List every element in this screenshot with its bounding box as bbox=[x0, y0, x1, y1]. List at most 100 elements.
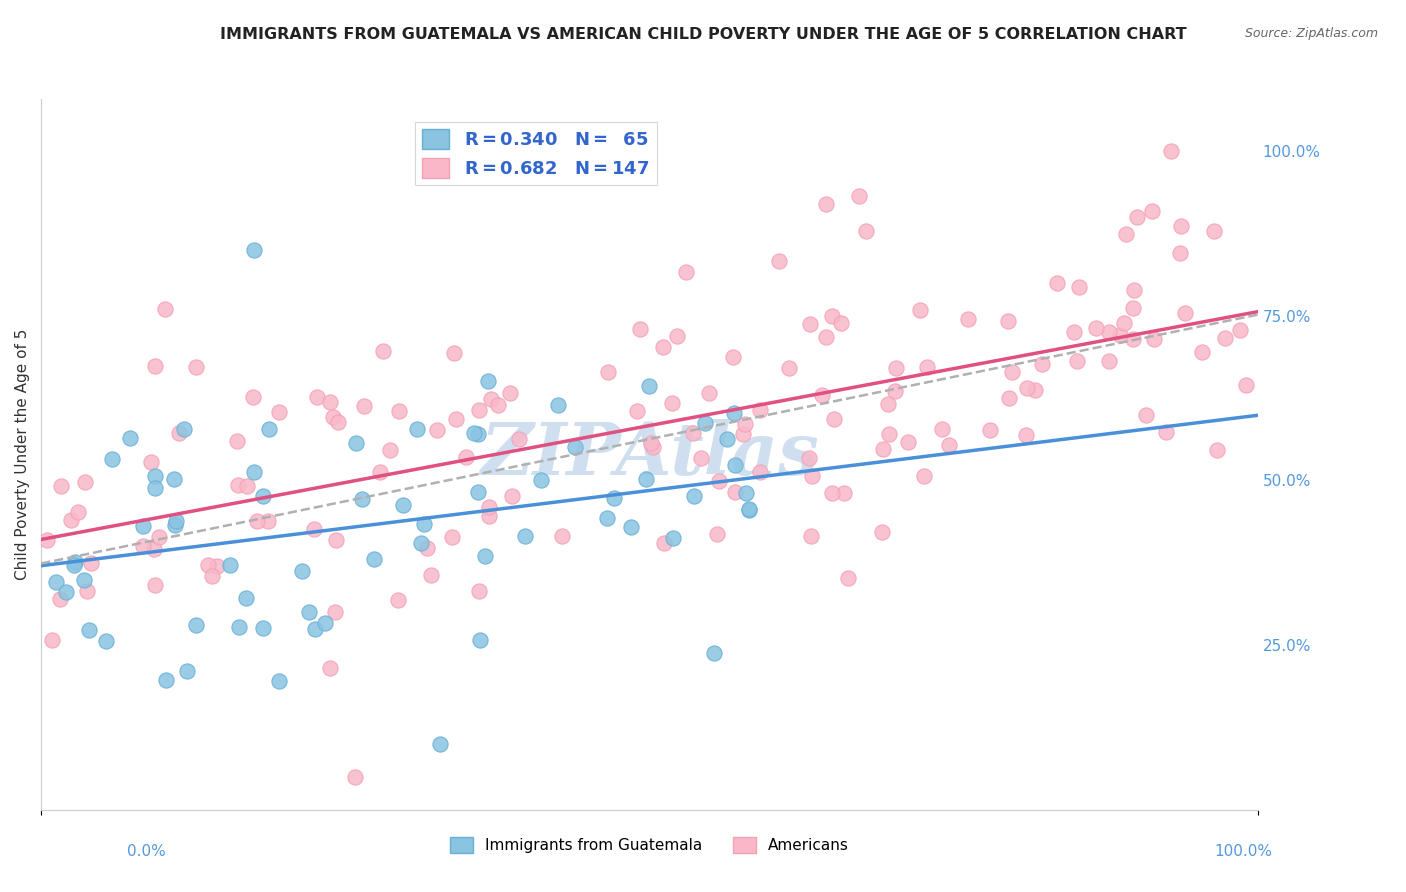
Point bbox=[153, 301, 176, 316]
Point bbox=[626, 404, 648, 418]
Point bbox=[1109, 327, 1132, 342]
Point bbox=[72, 574, 94, 588]
Point bbox=[467, 427, 489, 442]
Point bbox=[707, 474, 730, 488]
Point bbox=[441, 530, 464, 544]
Point bbox=[467, 583, 489, 598]
Point bbox=[738, 501, 761, 516]
Point bbox=[143, 542, 166, 557]
Point bbox=[884, 384, 907, 399]
Point bbox=[749, 403, 772, 417]
Point bbox=[467, 485, 489, 500]
Point bbox=[77, 623, 100, 637]
Point bbox=[640, 436, 662, 450]
Point bbox=[603, 491, 626, 505]
Point bbox=[225, 434, 247, 448]
Point bbox=[731, 427, 754, 442]
Point bbox=[148, 531, 170, 545]
Point bbox=[1160, 145, 1182, 159]
Point bbox=[219, 558, 242, 573]
Text: 100.0%: 100.0% bbox=[1215, 845, 1272, 859]
Point bbox=[1213, 331, 1236, 345]
Point bbox=[1066, 354, 1088, 368]
Point bbox=[735, 486, 758, 500]
Point bbox=[637, 379, 659, 393]
Point bbox=[297, 605, 319, 619]
Point bbox=[474, 549, 496, 563]
Point bbox=[564, 441, 586, 455]
Point bbox=[551, 529, 574, 543]
Point bbox=[721, 350, 744, 364]
Point bbox=[486, 398, 509, 412]
Point bbox=[1135, 409, 1157, 423]
Point bbox=[243, 243, 266, 257]
Point bbox=[184, 360, 207, 375]
Point bbox=[429, 737, 451, 751]
Point bbox=[1191, 345, 1213, 359]
Point bbox=[132, 518, 155, 533]
Point bbox=[163, 518, 186, 533]
Point bbox=[848, 189, 870, 203]
Y-axis label: Child Poverty Under the Age of 5: Child Poverty Under the Age of 5 bbox=[15, 328, 30, 580]
Point bbox=[997, 313, 1019, 327]
Point bbox=[1170, 219, 1192, 233]
Point bbox=[167, 425, 190, 440]
Point bbox=[1097, 353, 1119, 368]
Point bbox=[1174, 306, 1197, 320]
Point bbox=[641, 440, 664, 454]
Point bbox=[1229, 323, 1251, 337]
Point bbox=[768, 254, 790, 268]
Point bbox=[1122, 332, 1144, 346]
Point bbox=[363, 551, 385, 566]
Point bbox=[322, 409, 344, 424]
Point bbox=[163, 472, 186, 486]
Point bbox=[346, 435, 368, 450]
Point bbox=[252, 621, 274, 635]
Point bbox=[1168, 246, 1191, 260]
Point bbox=[1001, 365, 1024, 379]
Point bbox=[908, 303, 931, 318]
Point bbox=[837, 571, 859, 585]
Point bbox=[37, 533, 59, 547]
Point bbox=[724, 484, 747, 499]
Point bbox=[662, 531, 685, 545]
Point bbox=[636, 472, 658, 486]
Point bbox=[734, 417, 756, 431]
Point bbox=[63, 555, 86, 569]
Point bbox=[267, 405, 290, 419]
Point bbox=[41, 632, 63, 647]
Point bbox=[200, 568, 222, 582]
Point bbox=[1123, 283, 1146, 297]
Point bbox=[76, 584, 98, 599]
Point bbox=[477, 374, 499, 388]
Point bbox=[682, 425, 704, 440]
Point bbox=[723, 406, 745, 420]
Legend: $\mathbf{R = 0.340}$   $\mathbf{N =\ \ 65}$, $\mathbf{R = 0.682}$   $\mathbf{N =: $\mathbf{R = 0.340}$ $\mathbf{N =\ \ 65}… bbox=[415, 122, 657, 185]
Point bbox=[468, 403, 491, 417]
Point bbox=[800, 529, 823, 543]
Point bbox=[1143, 332, 1166, 346]
Point bbox=[197, 558, 219, 573]
Point bbox=[1015, 381, 1038, 395]
Point bbox=[1112, 316, 1135, 330]
Point bbox=[855, 223, 877, 237]
Point bbox=[596, 365, 619, 379]
Point bbox=[226, 477, 249, 491]
Point bbox=[49, 592, 72, 607]
Point bbox=[693, 416, 716, 430]
Point bbox=[235, 591, 257, 605]
Point bbox=[80, 556, 103, 570]
Point bbox=[143, 469, 166, 483]
Point bbox=[444, 412, 467, 426]
Point bbox=[1024, 384, 1046, 398]
Point bbox=[870, 525, 893, 540]
Point bbox=[1063, 325, 1085, 339]
Point bbox=[1202, 224, 1225, 238]
Point bbox=[55, 584, 77, 599]
Text: IMMIGRANTS FROM GUATEMALA VS AMERICAN CHILD POVERTY UNDER THE AGE OF 5 CORRELATI: IMMIGRANTS FROM GUATEMALA VS AMERICAN CH… bbox=[219, 27, 1187, 42]
Point bbox=[176, 664, 198, 678]
Point bbox=[1154, 425, 1177, 439]
Point bbox=[596, 511, 619, 525]
Point bbox=[173, 421, 195, 435]
Point bbox=[236, 479, 259, 493]
